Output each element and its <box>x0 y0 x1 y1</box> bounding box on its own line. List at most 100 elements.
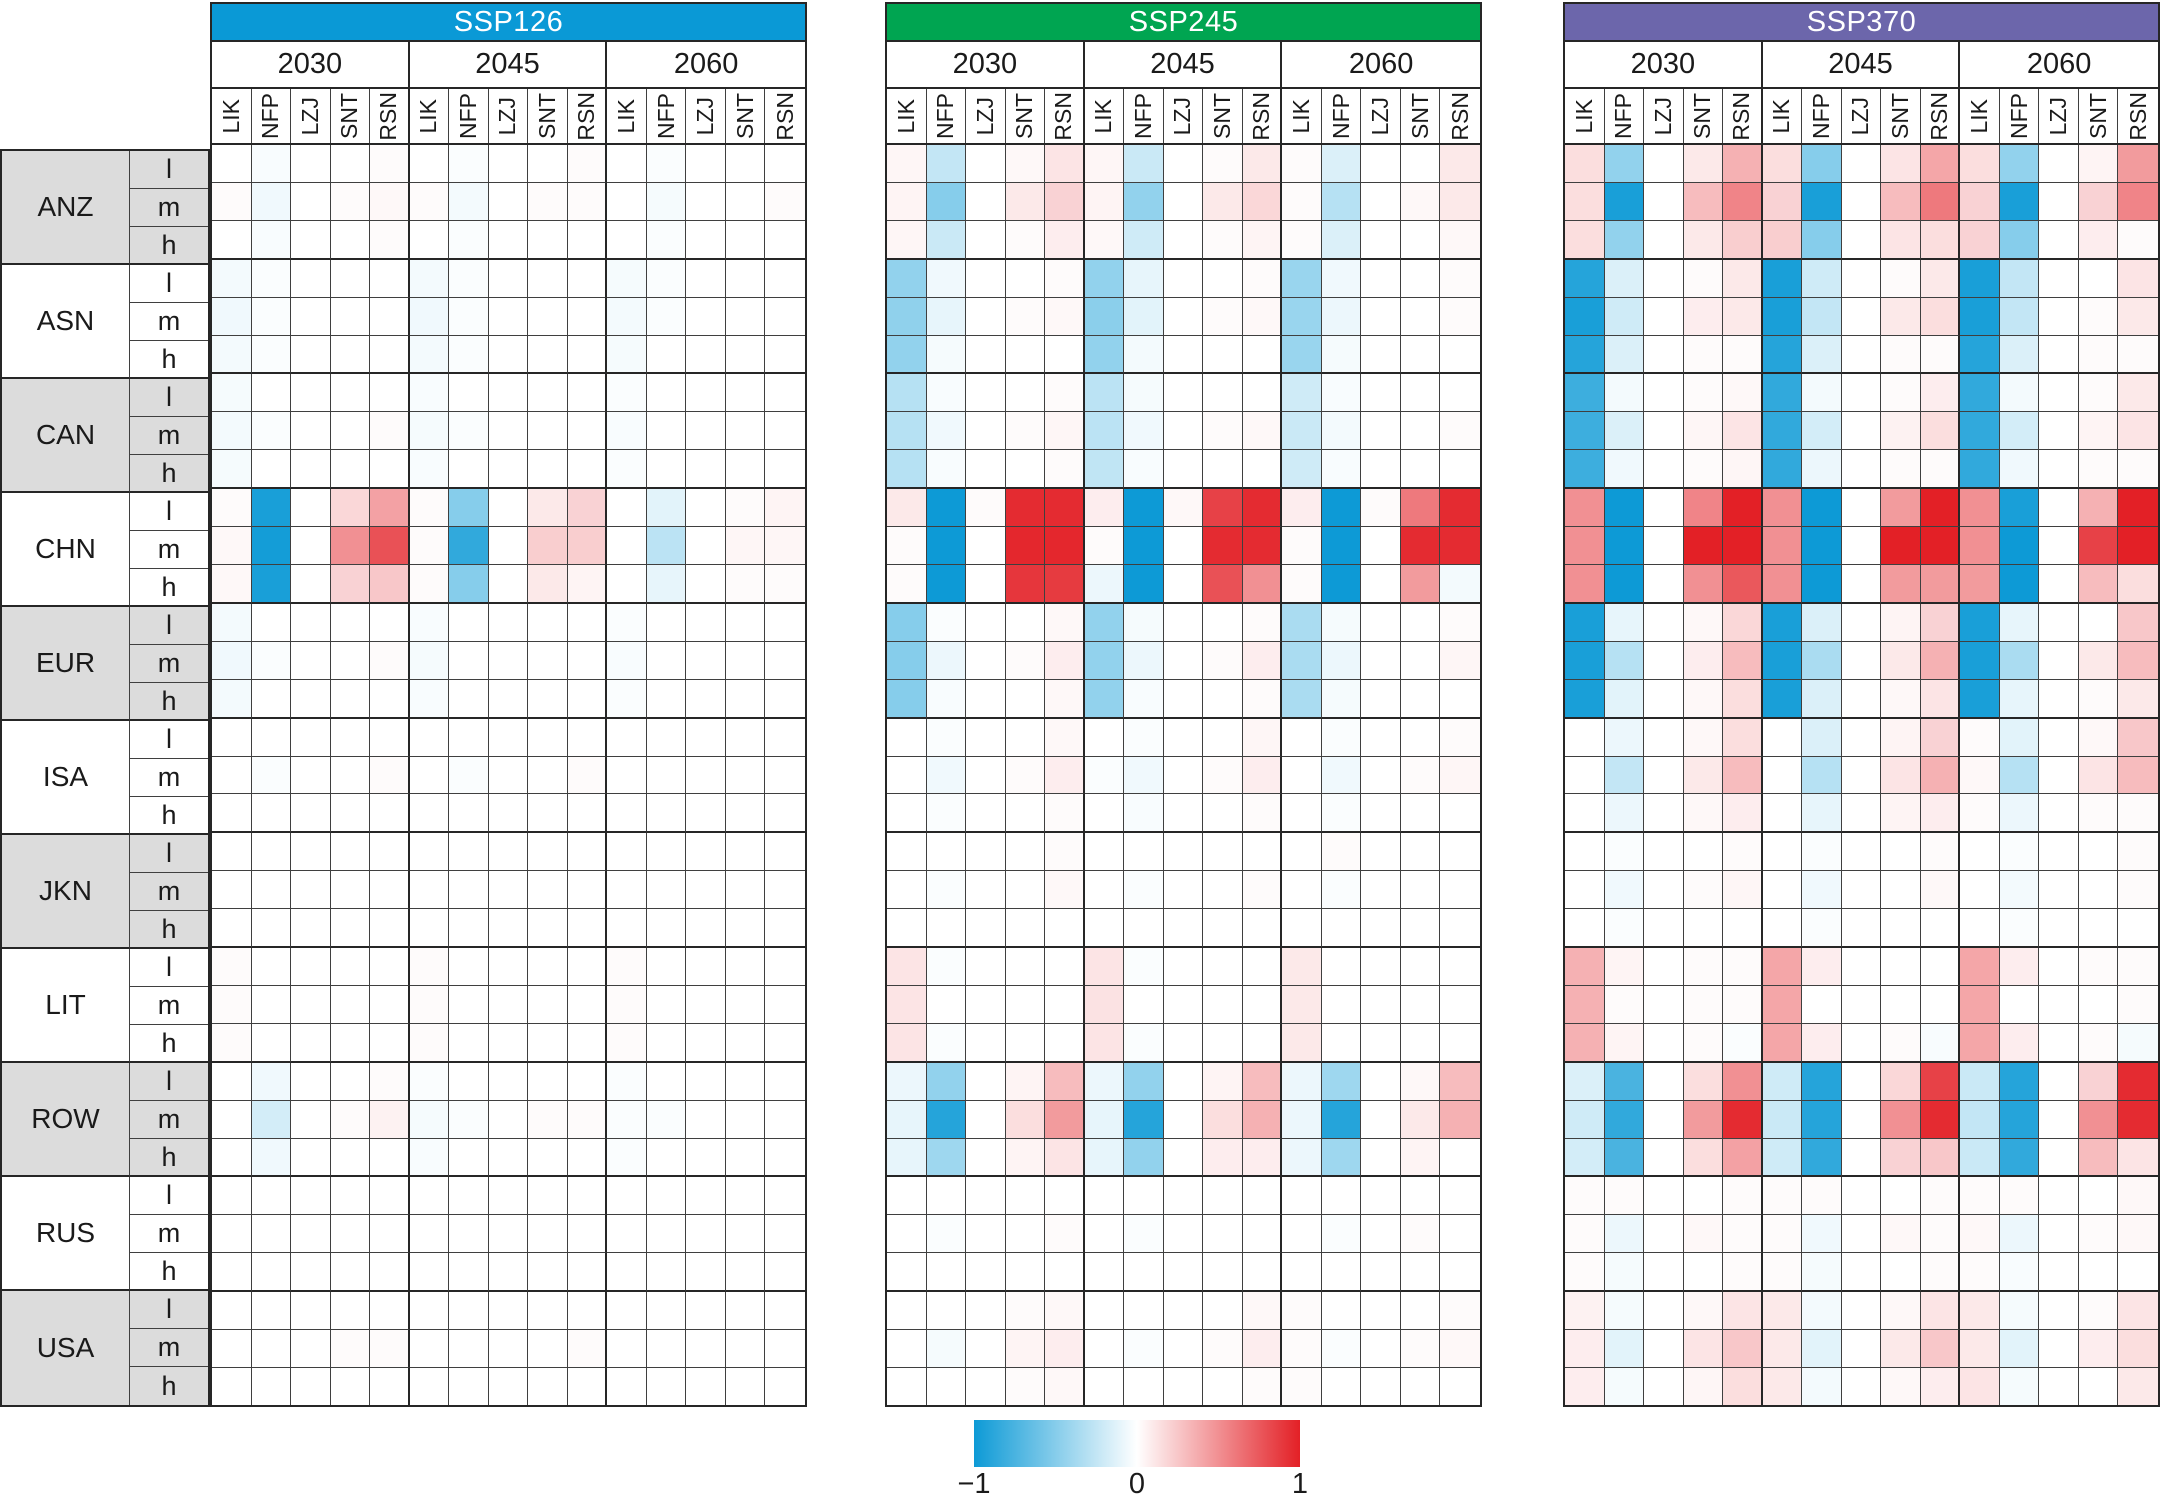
indicator-label: LIK <box>1288 98 1315 134</box>
heatmap-cell <box>725 297 766 336</box>
heatmap-cell <box>686 1330 726 1369</box>
heatmap-cell <box>966 871 1006 910</box>
heatmap-cell <box>2078 1253 2119 1293</box>
heatmap-cell <box>966 564 1006 604</box>
heatmap-cell <box>686 450 726 490</box>
heatmap-cell <box>567 1062 608 1101</box>
heatmap-cell <box>251 145 292 183</box>
heatmap-cell <box>488 527 529 565</box>
heatmap-cell <box>646 182 687 221</box>
heatmap-cell <box>528 1253 568 1293</box>
heatmap-cell <box>1999 1062 2040 1101</box>
heatmap-cell <box>725 527 766 565</box>
heatmap-cell <box>409 948 450 986</box>
heatmap-cell <box>1242 756 1283 795</box>
heatmap-cell <box>1723 1253 1763 1293</box>
heatmap-cell <box>1242 335 1283 375</box>
heatmap-cell <box>1565 985 1605 1024</box>
heatmap-cell <box>1321 259 1362 298</box>
heatmap-cell <box>1565 145 1605 183</box>
heatmap-cell <box>1440 833 1480 872</box>
heatmap-cell <box>1920 871 1961 910</box>
heatmap-cell <box>2118 679 2158 719</box>
heatmap-cell <box>1321 909 1362 949</box>
heatmap-cell <box>926 1330 967 1369</box>
panel-title-SSP245: SSP245 <box>885 2 1482 42</box>
heatmap-cell <box>1999 1215 2040 1254</box>
indicator-label: NFP <box>2005 93 2032 139</box>
heatmap-cell <box>409 1100 450 1139</box>
heatmap-cell <box>646 1023 687 1063</box>
heatmap-cell <box>1005 948 1046 986</box>
heatmap-cell <box>212 909 252 949</box>
heatmap-cell <box>1881 1177 1921 1216</box>
heatmap-cell <box>251 1023 292 1063</box>
heatmap-cell <box>409 182 450 221</box>
indicator-label: RSN <box>1728 91 1755 141</box>
heatmap-cell <box>330 1368 371 1405</box>
heatmap-cell <box>212 1292 252 1331</box>
heatmap-cell <box>1841 1062 1882 1101</box>
heatmap-cell <box>1920 794 1961 834</box>
heatmap-cell <box>330 297 371 336</box>
heatmap-cell <box>2039 1253 2079 1293</box>
heatmap-cell <box>1723 564 1763 604</box>
heatmap-cell <box>2118 374 2158 413</box>
heatmap-cell <box>2078 220 2119 260</box>
heatmap-cell <box>1361 220 1401 260</box>
heatmap-cell <box>1920 182 1961 221</box>
indicator-header-cell: SNT <box>1203 89 1243 143</box>
heatmap-cell <box>409 450 450 490</box>
heatmap-cell <box>966 1292 1006 1331</box>
heatmap-cell <box>1045 489 1085 528</box>
heatmap-cell <box>1802 182 1842 221</box>
heatmap-cell <box>1203 794 1243 834</box>
heatmap-cell <box>409 1023 450 1063</box>
heatmap-cell <box>725 1062 766 1101</box>
heatmap-cell <box>1802 297 1842 336</box>
heatmap-cell <box>926 794 967 834</box>
heatmap-cell <box>926 335 967 375</box>
heatmap-cell <box>1203 718 1243 757</box>
heatmap-cell <box>1920 1138 1961 1178</box>
heatmap-cell <box>251 1177 292 1216</box>
heatmap-cell <box>725 985 766 1024</box>
heatmap-cell <box>1604 1330 1645 1369</box>
heatmap-cell <box>966 794 1006 834</box>
heatmap-cell <box>2078 374 2119 413</box>
heatmap-cell <box>1723 335 1763 375</box>
heatmap-cell <box>330 603 371 642</box>
indicator-label: LIK <box>1090 98 1117 134</box>
heatmap-cell <box>1321 450 1362 490</box>
heatmap-cell <box>2118 450 2158 490</box>
heatmap-cell <box>686 564 726 604</box>
heatmap-cell <box>2078 297 2119 336</box>
heatmap-cell <box>1683 220 1724 260</box>
heatmap-cell <box>1282 1138 1322 1178</box>
heatmap-cell <box>1841 412 1882 451</box>
heatmap-cell <box>1920 335 1961 375</box>
heatmap-cell <box>567 1177 608 1216</box>
heatmap-cell <box>567 220 608 260</box>
panel-title-SSP126: SSP126 <box>210 2 807 42</box>
heatmap-cell <box>1841 1138 1882 1178</box>
heatmap-cell <box>212 948 252 986</box>
heatmap-cell <box>2078 489 2119 528</box>
heatmap-cell <box>926 564 967 604</box>
heatmap-cell <box>1999 1253 2040 1293</box>
heatmap-cell <box>528 756 568 795</box>
heatmap-cell <box>1282 412 1322 451</box>
heatmap-cell <box>370 412 410 451</box>
heatmap-cell <box>409 1138 450 1178</box>
heatmap-cell <box>1282 1100 1322 1139</box>
heatmap-cell <box>409 909 450 949</box>
heatmap-cell <box>2039 412 2079 451</box>
heatmap-cell <box>1723 756 1763 795</box>
heatmap-cell <box>528 374 568 413</box>
heatmap-cell <box>291 985 331 1024</box>
heatmap-cell <box>251 564 292 604</box>
heatmap-cell <box>1242 641 1283 680</box>
heatmap-cell <box>1644 909 1684 949</box>
heatmap-cell <box>686 374 726 413</box>
heatmap-cell <box>1361 833 1401 872</box>
